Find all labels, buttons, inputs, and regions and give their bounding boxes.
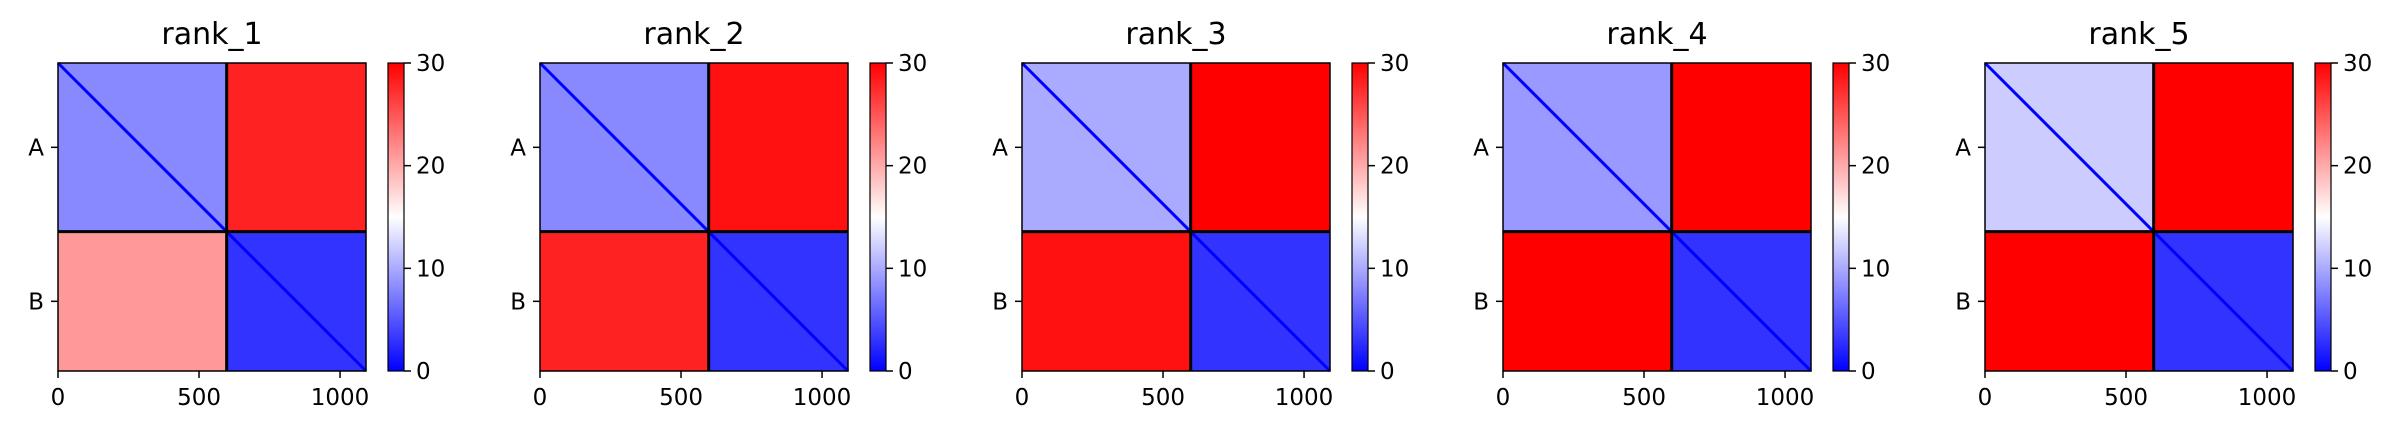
x-tick-label: 0 bbox=[1015, 385, 1030, 411]
colorbar-tick-label: 20 bbox=[1861, 154, 1890, 180]
x-tick-label: 1000 bbox=[311, 385, 370, 411]
colorbar-tick-label: 0 bbox=[1380, 359, 1395, 385]
panel-rank_4: rank_4 0 500 1000 A B 0 10 20 30 bbox=[1473, 17, 1890, 411]
diagonal-line bbox=[56, 61, 368, 373]
x-tick-label: 500 bbox=[659, 385, 703, 411]
panel-title: rank_5 bbox=[2088, 17, 2189, 52]
x-tick-label: 500 bbox=[2104, 385, 2148, 411]
axes-frame bbox=[1984, 62, 2294, 372]
y-tick-label: A bbox=[28, 135, 44, 161]
colorbar: 0 10 20 30 bbox=[2314, 51, 2372, 385]
colorbar-tick-label: 0 bbox=[2343, 359, 2358, 385]
x-tick-label: 0 bbox=[51, 385, 66, 411]
y-tick-label: B bbox=[1955, 289, 1971, 315]
x-tick-label: 0 bbox=[1496, 385, 1511, 411]
axes-frame bbox=[1502, 62, 1812, 372]
x-tick-label: 1000 bbox=[1756, 385, 1815, 411]
colorbar: 0 10 20 30 bbox=[1351, 51, 1409, 385]
panel-rank_1: rank_1 0 500 1000 A B 0 10 20 30 bbox=[28, 17, 445, 411]
x-tick-label: 0 bbox=[533, 385, 548, 411]
heatmap-block-b-a bbox=[1985, 231, 2154, 371]
colorbar-tick-label: 30 bbox=[898, 51, 927, 77]
panel-rank_3: rank_3 0 500 1000 A B 0 10 20 30 bbox=[992, 17, 1409, 411]
axes-frame bbox=[57, 62, 367, 372]
x-tick-label: 500 bbox=[1622, 385, 1666, 411]
x-tick-label: 1000 bbox=[1275, 385, 1334, 411]
colorbar-tick-label: 10 bbox=[2343, 256, 2372, 282]
colorbar-tick-label: 20 bbox=[898, 154, 927, 180]
colorbar-gradient bbox=[869, 62, 887, 372]
y-tick-label: B bbox=[1473, 289, 1489, 315]
y-tick-label: A bbox=[1955, 135, 1971, 161]
heatmap-block-a-b bbox=[226, 63, 366, 232]
panel-title: rank_1 bbox=[161, 17, 262, 52]
y-tick-label: A bbox=[992, 135, 1008, 161]
x-tick-label: 0 bbox=[1978, 385, 1993, 411]
panel-title: rank_3 bbox=[1125, 17, 1226, 52]
heatmap-block-b-a bbox=[540, 231, 709, 371]
y-tick-label: B bbox=[510, 289, 526, 315]
colorbar-tick-label: 10 bbox=[1861, 256, 1890, 282]
colorbar-tick-label: 30 bbox=[1380, 51, 1409, 77]
y-tick-label: A bbox=[1473, 135, 1489, 161]
colorbar-tick-label: 30 bbox=[1861, 51, 1890, 77]
heatmap-block-a-b bbox=[2153, 63, 2293, 232]
y-tick-label: B bbox=[28, 289, 44, 315]
colorbar-gradient bbox=[2314, 62, 2332, 372]
colorbar-tick-label: 0 bbox=[1861, 359, 1876, 385]
panel-title: rank_4 bbox=[1606, 17, 1707, 52]
heatmap-block-b-a bbox=[1022, 231, 1191, 371]
colorbar-tick-label: 10 bbox=[898, 256, 927, 282]
heatmap-block-a-b bbox=[1671, 63, 1811, 232]
colorbar-tick-label: 10 bbox=[416, 256, 445, 282]
axes-frame bbox=[1021, 62, 1331, 372]
colorbar-gradient bbox=[1832, 62, 1850, 372]
colorbar-tick-label: 20 bbox=[416, 154, 445, 180]
colorbar-gradient bbox=[387, 62, 405, 372]
colorbar-tick-label: 0 bbox=[416, 359, 431, 385]
colorbar: 0 10 20 30 bbox=[869, 51, 927, 385]
x-tick-label: 500 bbox=[1141, 385, 1185, 411]
heatmap-block-b-a bbox=[1503, 231, 1672, 371]
y-tick-label: A bbox=[510, 135, 526, 161]
axes-frame bbox=[539, 62, 849, 372]
colorbar-tick-label: 30 bbox=[416, 51, 445, 77]
y-tick-label: B bbox=[992, 289, 1008, 315]
panel-rank_5: rank_5 0 500 1000 A B 0 10 20 30 bbox=[1955, 17, 2372, 411]
heatmap-block-a-b bbox=[708, 63, 848, 232]
colorbar-tick-label: 20 bbox=[1380, 154, 1409, 180]
colorbar-tick-label: 20 bbox=[2343, 154, 2372, 180]
x-tick-label: 1000 bbox=[2238, 385, 2297, 411]
colorbar-tick-label: 30 bbox=[2343, 51, 2372, 77]
panel-title: rank_2 bbox=[643, 17, 744, 52]
diagonal-line bbox=[1501, 61, 1813, 373]
x-tick-label: 1000 bbox=[793, 385, 852, 411]
x-tick-label: 500 bbox=[177, 385, 221, 411]
heatmap-block-a-b bbox=[1190, 63, 1330, 232]
colorbar-gradient bbox=[1351, 62, 1369, 372]
colorbar-tick-label: 0 bbox=[898, 359, 913, 385]
colorbar: 0 10 20 30 bbox=[387, 51, 445, 385]
diagonal-line bbox=[1020, 61, 1332, 373]
diagonal-line bbox=[538, 61, 850, 373]
heatmap-block-b-a bbox=[58, 231, 227, 371]
colorbar: 0 10 20 30 bbox=[1832, 51, 1890, 385]
panel-rank_2: rank_2 0 500 1000 A B 0 10 20 30 bbox=[510, 17, 927, 411]
diagonal-line bbox=[1983, 61, 2295, 373]
colorbar-tick-label: 10 bbox=[1380, 256, 1409, 282]
